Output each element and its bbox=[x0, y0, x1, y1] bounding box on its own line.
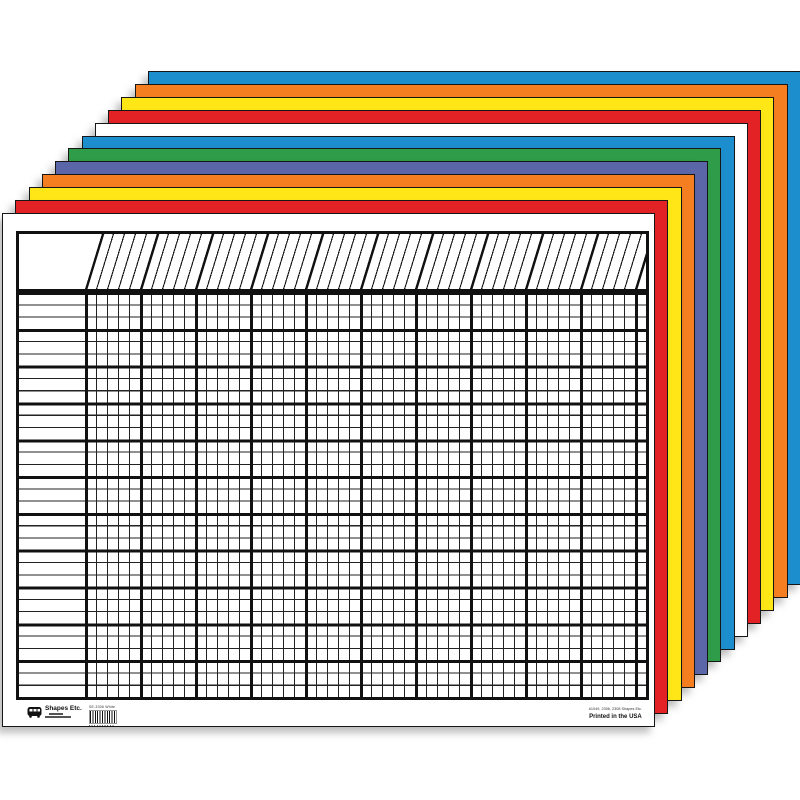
brand-name: Shapes Etc. bbox=[45, 705, 82, 712]
sku-label: SE-3306 White bbox=[89, 705, 116, 709]
barcode bbox=[89, 710, 117, 724]
barcode-digits bbox=[89, 724, 115, 727]
bus-logo-icon bbox=[27, 707, 42, 718]
publisher-block: Shapes Etc. SE-3306 White bbox=[27, 705, 117, 727]
incentive-grid bbox=[16, 231, 649, 700]
address-microprint-line bbox=[45, 716, 71, 718]
slanted-header-columns bbox=[85, 234, 646, 289]
grid-body bbox=[19, 292, 646, 697]
copyright-line: #1049, 2306, 2308 Shapes Etc. bbox=[588, 707, 642, 711]
grid-header-row bbox=[19, 234, 646, 292]
barcode-block: SE-3306 White bbox=[89, 705, 117, 727]
front-chart-sheet: Shapes Etc. SE-3306 White #1049, 2306, 2… bbox=[2, 213, 655, 727]
slanted-lines-pattern bbox=[85, 234, 646, 289]
name-column-header-cell bbox=[19, 234, 85, 289]
address-microprint-line bbox=[49, 713, 63, 715]
printed-in-usa-label: Printed in the USA bbox=[589, 714, 642, 720]
grid-cells bbox=[85, 292, 646, 697]
name-column bbox=[19, 292, 85, 697]
brand-block: Shapes Etc. bbox=[45, 705, 82, 718]
print-info-block: #1049, 2306, 2308 Shapes Etc. Printed in… bbox=[589, 707, 642, 721]
